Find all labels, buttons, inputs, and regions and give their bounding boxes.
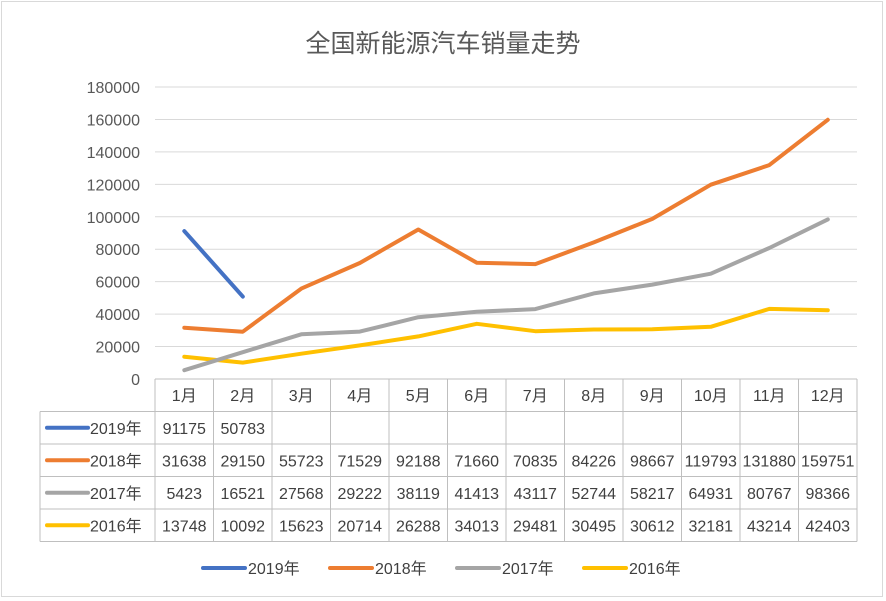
table-cell-value: 13748 — [162, 518, 207, 535]
y-tick-label: 120000 — [87, 177, 140, 194]
legend-label: 2017年 — [502, 560, 554, 578]
table-cell-value: 55723 — [279, 453, 324, 470]
x-tick-label: 1月 — [172, 388, 197, 405]
table-cell-value: 43117 — [514, 486, 557, 503]
legend-label: 2019年 — [248, 560, 300, 578]
table-series-name: 2016年 — [90, 517, 142, 535]
table-cell-value: 84226 — [572, 453, 617, 470]
y-tick-label: 0 — [131, 372, 140, 389]
x-tick-label: 11月 — [753, 388, 786, 405]
table-cell-value: 26288 — [396, 518, 441, 535]
y-tick-label: 20000 — [96, 340, 141, 357]
table-series-name: 2019年 — [90, 420, 142, 438]
table-cell-value: 91175 — [163, 421, 206, 438]
table-cell-value: 71529 — [338, 453, 383, 470]
x-tick-label: 5月 — [406, 388, 431, 405]
x-tick-label: 4月 — [347, 388, 372, 405]
table-cell-value: 32181 — [689, 518, 734, 535]
table-cell-value: 70835 — [513, 453, 558, 470]
table-series-name: 2018年 — [90, 452, 142, 470]
y-tick-label: 100000 — [87, 210, 140, 227]
x-tick-label: 12月 — [811, 388, 845, 405]
y-tick-label: 160000 — [87, 112, 140, 129]
x-tick-label: 7月 — [523, 388, 548, 405]
legend-label: 2016年 — [629, 560, 681, 578]
series-line — [182, 229, 245, 299]
table-cell-value: 15623 — [279, 518, 324, 535]
table-cell-value: 27568 — [279, 486, 324, 503]
table-cell-value: 10092 — [221, 518, 266, 535]
table-cell-value: 159751 — [801, 453, 854, 470]
table-cell-value: 98667 — [630, 453, 675, 470]
table-cell-value: 29222 — [338, 486, 383, 503]
table-cell-value: 131880 — [743, 453, 796, 470]
y-tick-label: 80000 — [96, 242, 141, 259]
table-cell-value: 29481 — [513, 518, 558, 535]
table-cell-value: 5423 — [166, 486, 202, 503]
table-cell-value: 71660 — [455, 453, 500, 470]
table-cell-value: 43214 — [747, 518, 792, 535]
x-tick-label: 9月 — [640, 388, 665, 405]
series-line — [182, 117, 830, 334]
table-cell-value: 119793 — [685, 453, 737, 470]
table-cell-value: 41413 — [455, 486, 500, 503]
table-cell-value: 38119 — [397, 486, 440, 503]
table-cell-value: 30612 — [630, 518, 675, 535]
table-cell-value: 42403 — [806, 518, 851, 535]
series-line — [182, 217, 830, 373]
table-cell-value: 98366 — [806, 486, 851, 503]
table-cell-value: 52744 — [572, 486, 617, 503]
x-tick-label: 6月 — [464, 388, 489, 405]
table-cell-value: 58217 — [630, 486, 675, 503]
data-table: 1月 2月 3月 4月 5月 6月 7月 8月 9月 10月 11月 12月 2019年 91175 507… — [39, 378, 858, 542]
y-tick-label: 60000 — [96, 275, 141, 292]
chart-title: 全国新能源汽车销量走势 — [305, 29, 580, 58]
table-cell-value: 80767 — [747, 486, 792, 503]
table-cell-value: 30495 — [572, 518, 617, 535]
legend-label: 2018年 — [375, 560, 427, 578]
table-cell-value: 92188 — [396, 453, 441, 470]
table-cell-value: 16521 — [221, 486, 266, 503]
series-lines — [182, 117, 830, 373]
table-cell-value: 50783 — [221, 421, 266, 438]
table-cell-value: 64931 — [689, 486, 734, 503]
table-cell-value: 29150 — [221, 453, 266, 470]
gridlines — [155, 86, 857, 348]
y-tick-label: 140000 — [87, 145, 140, 162]
x-tick-label: 10月 — [694, 388, 728, 405]
table-cell-value: 31638 — [162, 453, 207, 470]
table-cell-value: 34013 — [455, 518, 500, 535]
y-tick-label: 40000 — [96, 307, 141, 324]
x-tick-label: 2月 — [230, 388, 255, 405]
x-tick-label: 3月 — [289, 388, 314, 405]
table-series-name: 2017年 — [90, 485, 142, 503]
y-tick-label: 180000 — [87, 80, 140, 97]
x-tick-label: 8月 — [581, 388, 606, 405]
y-axis-ticks: 0 20000 40000 60000 80000 100000 120000 140000 1… — [87, 80, 140, 389]
series-line — [182, 306, 830, 365]
table-cell-value: 20714 — [338, 518, 383, 535]
legend: 2019年 2018年 2017年 2016年 — [201, 560, 681, 578]
